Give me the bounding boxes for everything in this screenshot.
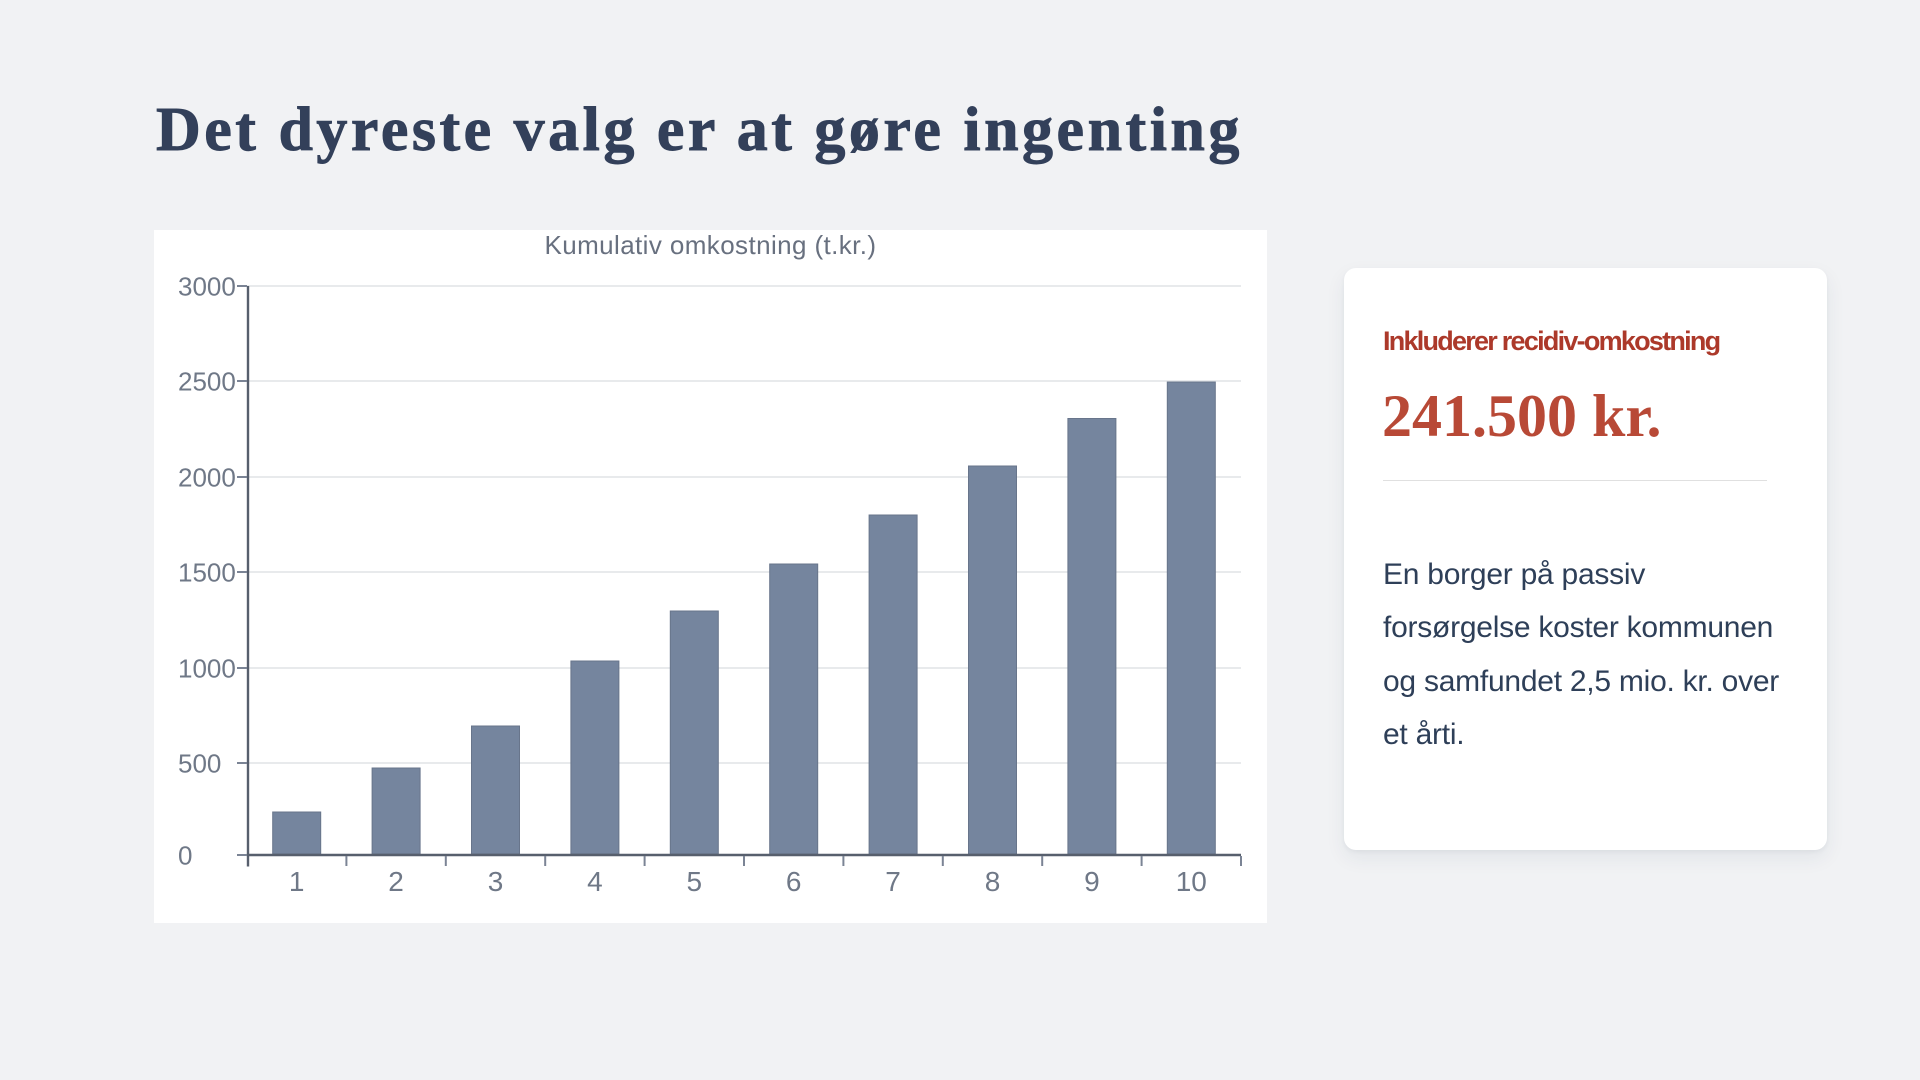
svg-text:3000: 3000 bbox=[178, 272, 236, 302]
svg-text:2000: 2000 bbox=[178, 463, 236, 493]
svg-text:9: 9 bbox=[1084, 866, 1100, 897]
svg-text:2: 2 bbox=[388, 866, 404, 897]
svg-text:8: 8 bbox=[985, 866, 1001, 897]
svg-text:2500: 2500 bbox=[178, 367, 236, 397]
svg-text:1500: 1500 bbox=[178, 558, 236, 588]
svg-text:4: 4 bbox=[587, 866, 603, 897]
svg-text:7: 7 bbox=[885, 866, 901, 897]
svg-text:500: 500 bbox=[178, 749, 221, 779]
svg-text:1: 1 bbox=[289, 866, 305, 897]
svg-text:Kumulativ omkostning (t.kr.): Kumulativ omkostning (t.kr.) bbox=[545, 230, 877, 260]
svg-text:5: 5 bbox=[687, 866, 703, 897]
svg-text:0: 0 bbox=[178, 841, 192, 871]
svg-text:1000: 1000 bbox=[178, 654, 236, 684]
svg-text:3: 3 bbox=[488, 866, 504, 897]
svg-text:10: 10 bbox=[1176, 866, 1207, 897]
svg-text:6: 6 bbox=[786, 866, 802, 897]
